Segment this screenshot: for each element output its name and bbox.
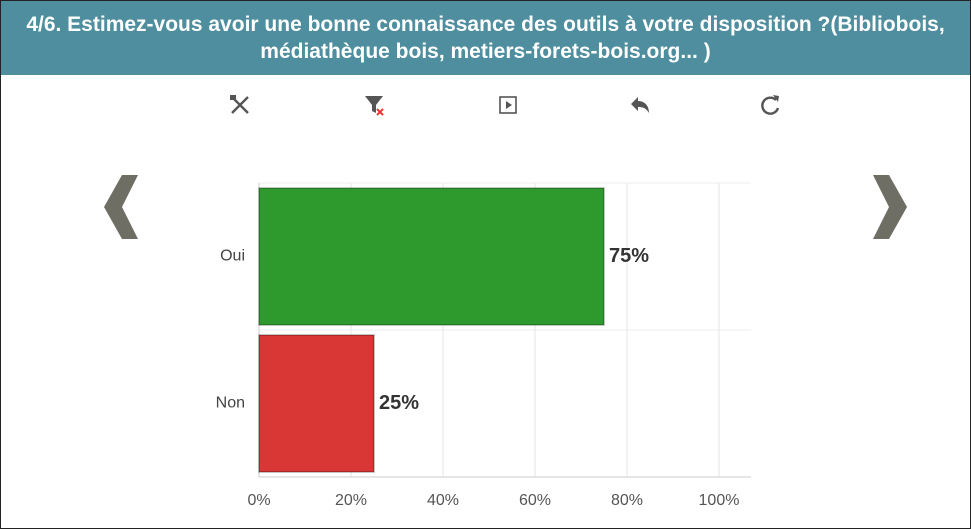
next-arrow[interactable] [873,175,907,239]
value-label: 25% [379,392,419,414]
refresh-button[interactable] [761,95,780,115]
category-label: Non [216,395,245,412]
value-label: 75% [609,245,649,267]
play-button[interactable] [499,96,517,114]
bar [258,187,605,326]
x-tick-label: 60% [519,492,551,509]
bar [258,334,375,473]
previous-arrow[interactable] [104,175,138,239]
x-tick-label: 40% [427,492,459,509]
toolbar [230,95,780,116]
x-tick-label: 100% [699,492,740,509]
x-tick-label: 80% [611,492,643,509]
category-label: Oui [220,248,245,265]
x-tick-label: 0% [247,492,270,509]
undo-button[interactable] [631,97,649,113]
tools-button[interactable] [230,95,249,114]
question-title: 4/6. Estimez-vous avoir une bonne connai… [26,13,945,63]
filter-button[interactable] [365,96,384,116]
x-tick-label: 20% [335,492,367,509]
header: 4/6. Estimez-vous avoir une bonne connai… [1,1,970,75]
